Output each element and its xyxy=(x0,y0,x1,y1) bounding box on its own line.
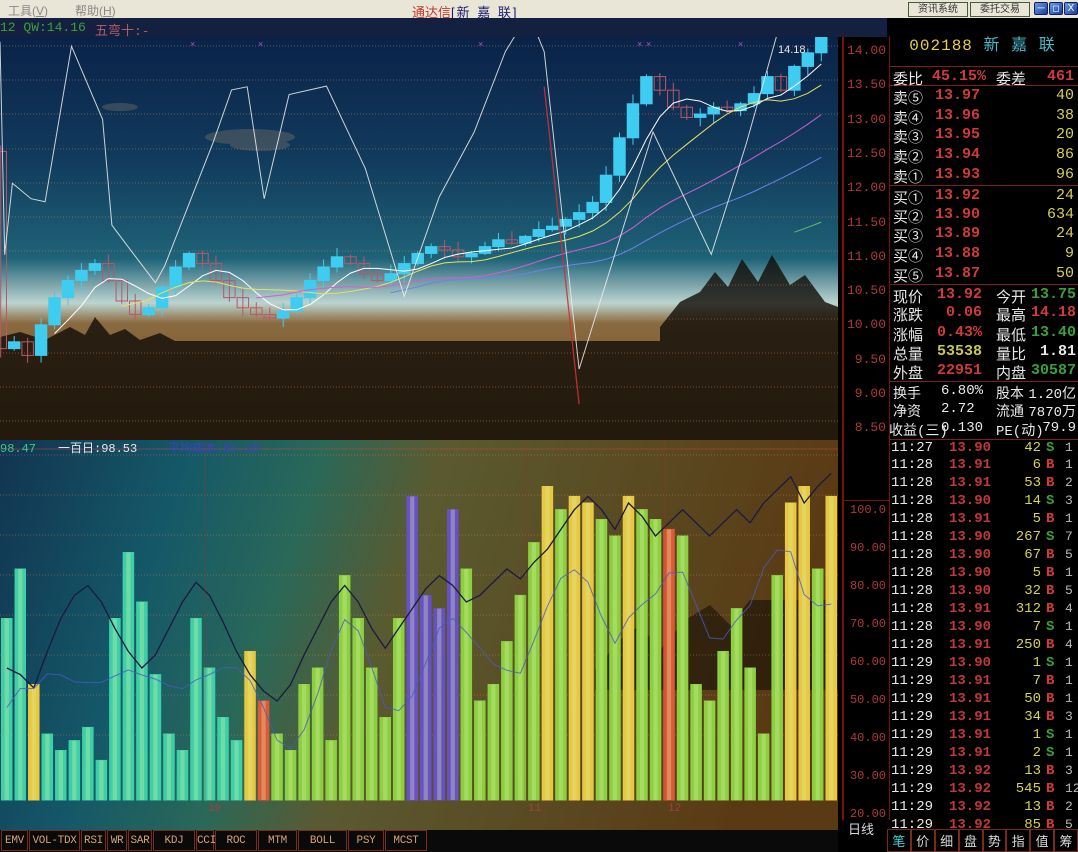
svg-text:98.47: 98.47 xyxy=(0,442,36,456)
svg-text:×: × xyxy=(190,39,195,49)
svg-text:×: × xyxy=(478,39,483,49)
svg-text:×: × xyxy=(258,39,263,49)
svg-text:×: × xyxy=(637,39,642,49)
svg-text:14.18: 14.18 xyxy=(778,44,806,56)
svg-text:×: × xyxy=(646,39,651,49)
svg-text:12: 12 xyxy=(668,803,681,815)
svg-text:×: × xyxy=(738,39,743,49)
svg-text:一百日:98.53: 一百日:98.53 xyxy=(58,442,137,456)
svg-text:11: 11 xyxy=(528,803,542,815)
svg-text:10: 10 xyxy=(208,803,221,815)
svg-text:平均成本:91.18: 平均成本:91.18 xyxy=(168,441,259,456)
